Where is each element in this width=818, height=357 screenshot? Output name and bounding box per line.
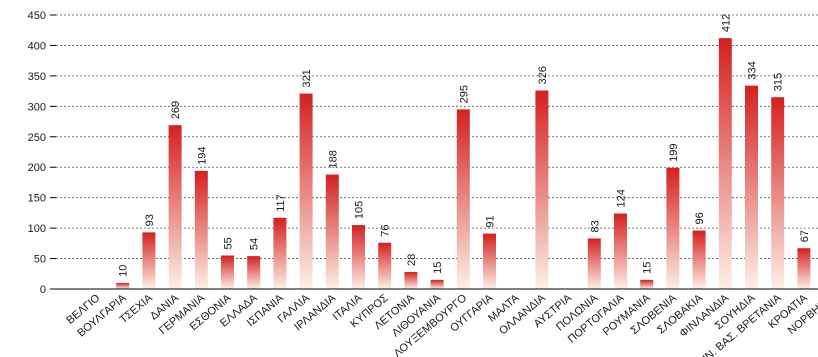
y-tick-label: 150	[28, 193, 46, 205]
bar	[247, 256, 261, 289]
value-label: 91	[485, 215, 497, 227]
bar	[797, 248, 811, 289]
value-label: 93	[144, 214, 156, 226]
value-label: 199	[668, 143, 680, 161]
value-label: 188	[327, 150, 339, 168]
y-tick-label: 400	[28, 40, 46, 52]
y-tick-label: 250	[28, 132, 46, 144]
gridlines	[56, 14, 818, 259]
value-label: 76	[380, 224, 392, 236]
bar	[456, 109, 470, 289]
value-label: 124	[616, 189, 628, 207]
value-labels: 10 93 269 194 55 54 117 321 188 105 76 28 15 295 91 326…	[118, 14, 811, 277]
value-label: 321	[301, 69, 313, 87]
bar	[666, 167, 680, 289]
bar	[535, 90, 549, 289]
y-axis-ticks: 0 50 100 150 200 250 300 350 400 450	[28, 10, 56, 296]
bar	[168, 125, 182, 289]
value-label: 315	[773, 73, 785, 91]
y-tick-label: 200	[28, 162, 46, 174]
bar	[404, 271, 418, 289]
value-label: 15	[432, 262, 444, 274]
bar	[194, 170, 208, 289]
bar	[640, 279, 654, 289]
value-label: 55	[223, 237, 235, 249]
value-label: 412	[720, 14, 732, 32]
value-label: 269	[170, 101, 182, 119]
bar	[142, 232, 156, 289]
value-label: 334	[747, 61, 759, 79]
bar	[587, 238, 601, 289]
value-label: 117	[275, 194, 287, 212]
value-label: 67	[799, 230, 811, 242]
value-label: 83	[589, 220, 601, 232]
bar	[378, 242, 392, 289]
bar	[745, 85, 758, 290]
y-tick-label: 50	[34, 254, 46, 266]
bar	[483, 233, 496, 289]
y-tick-label: 300	[28, 101, 46, 113]
bar	[614, 213, 627, 289]
y-tick-label: 350	[28, 71, 46, 83]
y-tick-label: 0	[40, 284, 46, 296]
value-label: 105	[354, 201, 366, 219]
value-label: 194	[196, 147, 208, 165]
value-label: 96	[694, 212, 706, 224]
value-label: 326	[537, 66, 549, 84]
value-label: 28	[406, 254, 418, 266]
bar	[221, 255, 234, 289]
value-label: 10	[118, 265, 130, 277]
category-labels: ΒΕΛΓΙΟΒΟΥΛΓΑΡΙΑΤΣΕΧΙΑΔΑΝΙΑΓΕΡΜΑΝΙΑΕΣΘΟΝΙ…	[64, 292, 818, 357]
value-label: 15	[642, 262, 654, 274]
y-tick-label: 450	[28, 10, 46, 22]
bar	[116, 282, 130, 289]
bar	[718, 38, 732, 289]
bar	[352, 225, 365, 289]
bar	[430, 279, 444, 289]
bar	[325, 174, 339, 289]
value-label: 54	[249, 238, 261, 250]
bar	[692, 230, 706, 289]
y-tick-label: 100	[28, 223, 46, 235]
bars	[116, 38, 811, 290]
bar	[273, 217, 287, 289]
bar	[771, 97, 785, 289]
value-label: 295	[458, 85, 470, 103]
bar	[299, 93, 313, 290]
